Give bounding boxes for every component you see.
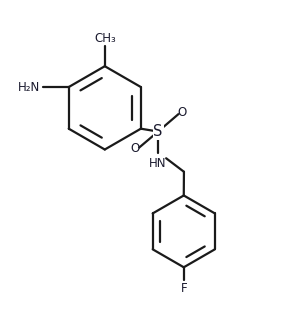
Text: S: S [153, 124, 163, 139]
Text: O: O [130, 142, 140, 155]
Text: HN: HN [149, 157, 167, 170]
Text: F: F [180, 282, 187, 295]
Text: CH₃: CH₃ [94, 32, 116, 45]
Text: H₂N: H₂N [18, 80, 41, 93]
Text: O: O [177, 106, 186, 119]
